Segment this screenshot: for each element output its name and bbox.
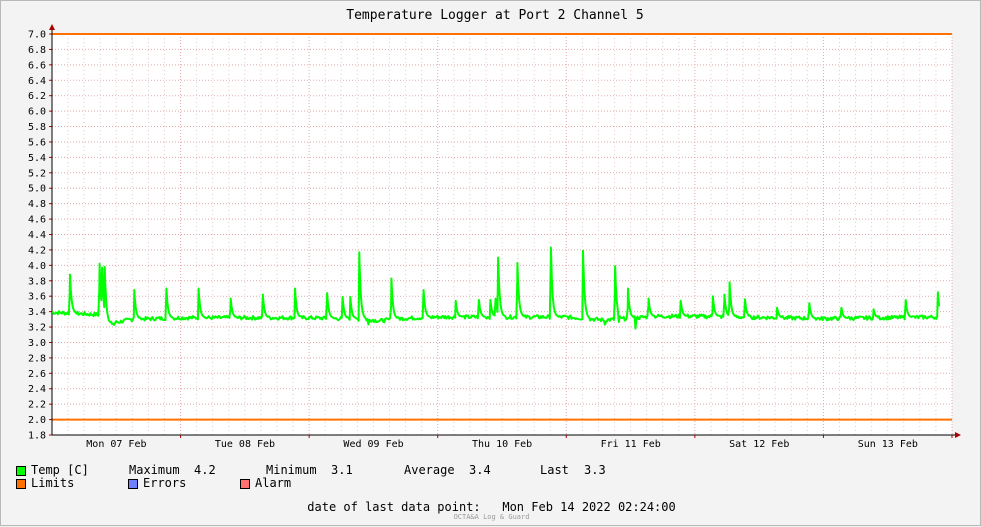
limit-lines: [52, 33, 952, 421]
stat-average-label: Average: [404, 463, 455, 477]
y-tick-label: 6.6: [28, 60, 46, 71]
x-tick-label: Mon 07 Feb: [86, 439, 146, 450]
y-tick-label: 4.2: [28, 245, 46, 256]
y-tick-label: 5.4: [28, 153, 46, 164]
legend-label-temp: Temp [C]: [31, 463, 89, 477]
axes: [49, 24, 961, 438]
y-tick-label: 3.2: [28, 323, 46, 334]
y-tick-label: 5.6: [28, 137, 46, 148]
y-tick-label: 1.8: [28, 431, 46, 442]
temperature-line: [51, 246, 941, 330]
x-tick-label: Sun 13 Feb: [858, 439, 918, 450]
legend-row-temp: Temp [C] Maximum 4.2 Minimum 3.1 Average…: [16, 464, 624, 477]
legend-row-other: Limits Errors Alarm: [16, 477, 291, 490]
y-tick-label: 4.4: [28, 230, 46, 241]
legend-swatch-alarm: [240, 478, 250, 489]
y-tick-labels: 1.8 2.0 2.2 2.4 2.6 2.8 3.0 3.2 3.4 3.6 3.8 4.0 4.2 4…: [28, 30, 46, 442]
y-tick-label: 2.4: [28, 384, 46, 395]
stat-last-label: Last: [540, 463, 569, 477]
y-tick-label: 4.8: [28, 199, 46, 210]
y-tick-label: 3.0: [28, 338, 46, 349]
y-tick-label: 5.0: [28, 184, 46, 195]
y-axis-arrow: [49, 24, 55, 30]
stat-average-value: 3.4: [469, 463, 491, 477]
y-tick-label: 2.2: [28, 400, 46, 411]
x-tick-label: Sat 12 Feb: [729, 439, 789, 450]
stat-last-value: 3.3: [584, 463, 606, 477]
legend-swatch-temp: [16, 465, 26, 476]
x-tick-label: Wed 09 Feb: [343, 439, 403, 450]
stat-minimum-value: 3.1: [331, 463, 353, 477]
temperature-series: [51, 246, 941, 330]
y-tick-label: 6.0: [28, 107, 46, 118]
x-tick-label: Tue 08 Feb: [215, 439, 275, 450]
legend-swatch-limits: [16, 478, 26, 489]
legend-label-alarm: Alarm: [255, 476, 292, 490]
y-tick-label: 2.0: [28, 415, 46, 426]
x-tick-label: Fri 11 Feb: [601, 439, 661, 450]
stat-minimum-label: Minimum: [266, 463, 317, 477]
y-tick-label: 6.4: [28, 76, 46, 87]
last-data-point-value: Mon Feb 14 2022 02:24:00: [502, 500, 676, 514]
legend-swatch-errors: [128, 478, 138, 489]
y-tick-label: 2.8: [28, 353, 46, 364]
x-axis-arrow: [955, 432, 961, 438]
y-tick-label: 3.8: [28, 276, 46, 287]
stat-maximum-value: 4.2: [194, 463, 216, 477]
y-tick-label: 5.8: [28, 122, 46, 133]
x-tick-label: Thu 10 Feb: [472, 439, 532, 450]
y-tick-label: 7.0: [28, 30, 46, 41]
x-tick-labels: Mon 07 Feb Tue 08 Feb Wed 09 Feb Thu 10 Feb…: [86, 439, 918, 450]
y-tick-label: 3.4: [28, 307, 46, 318]
y-tick-label: 2.6: [28, 369, 46, 380]
y-tick-label: 4.0: [28, 261, 46, 272]
y-tick-label: 4.6: [28, 215, 46, 226]
chart-title: Temperature Logger at Port 2 Channel 5: [346, 8, 643, 23]
y-tick-label: 5.2: [28, 168, 46, 179]
legend-label-errors: Errors: [143, 476, 187, 490]
last-data-point-label: date of last data point:: [307, 500, 481, 514]
y-tick-label: 3.6: [28, 292, 46, 303]
legend-label-limits: Limits: [31, 476, 75, 490]
y-tick-label: 6.2: [28, 91, 46, 102]
last-data-point: date of last data point: Mon Feb 14 2022…: [1, 500, 981, 514]
y-tick-label: 6.8: [28, 45, 46, 56]
stat-maximum-label: Maximum: [129, 463, 180, 477]
watermark: OCTA&A Log & Guard: [453, 513, 530, 521]
